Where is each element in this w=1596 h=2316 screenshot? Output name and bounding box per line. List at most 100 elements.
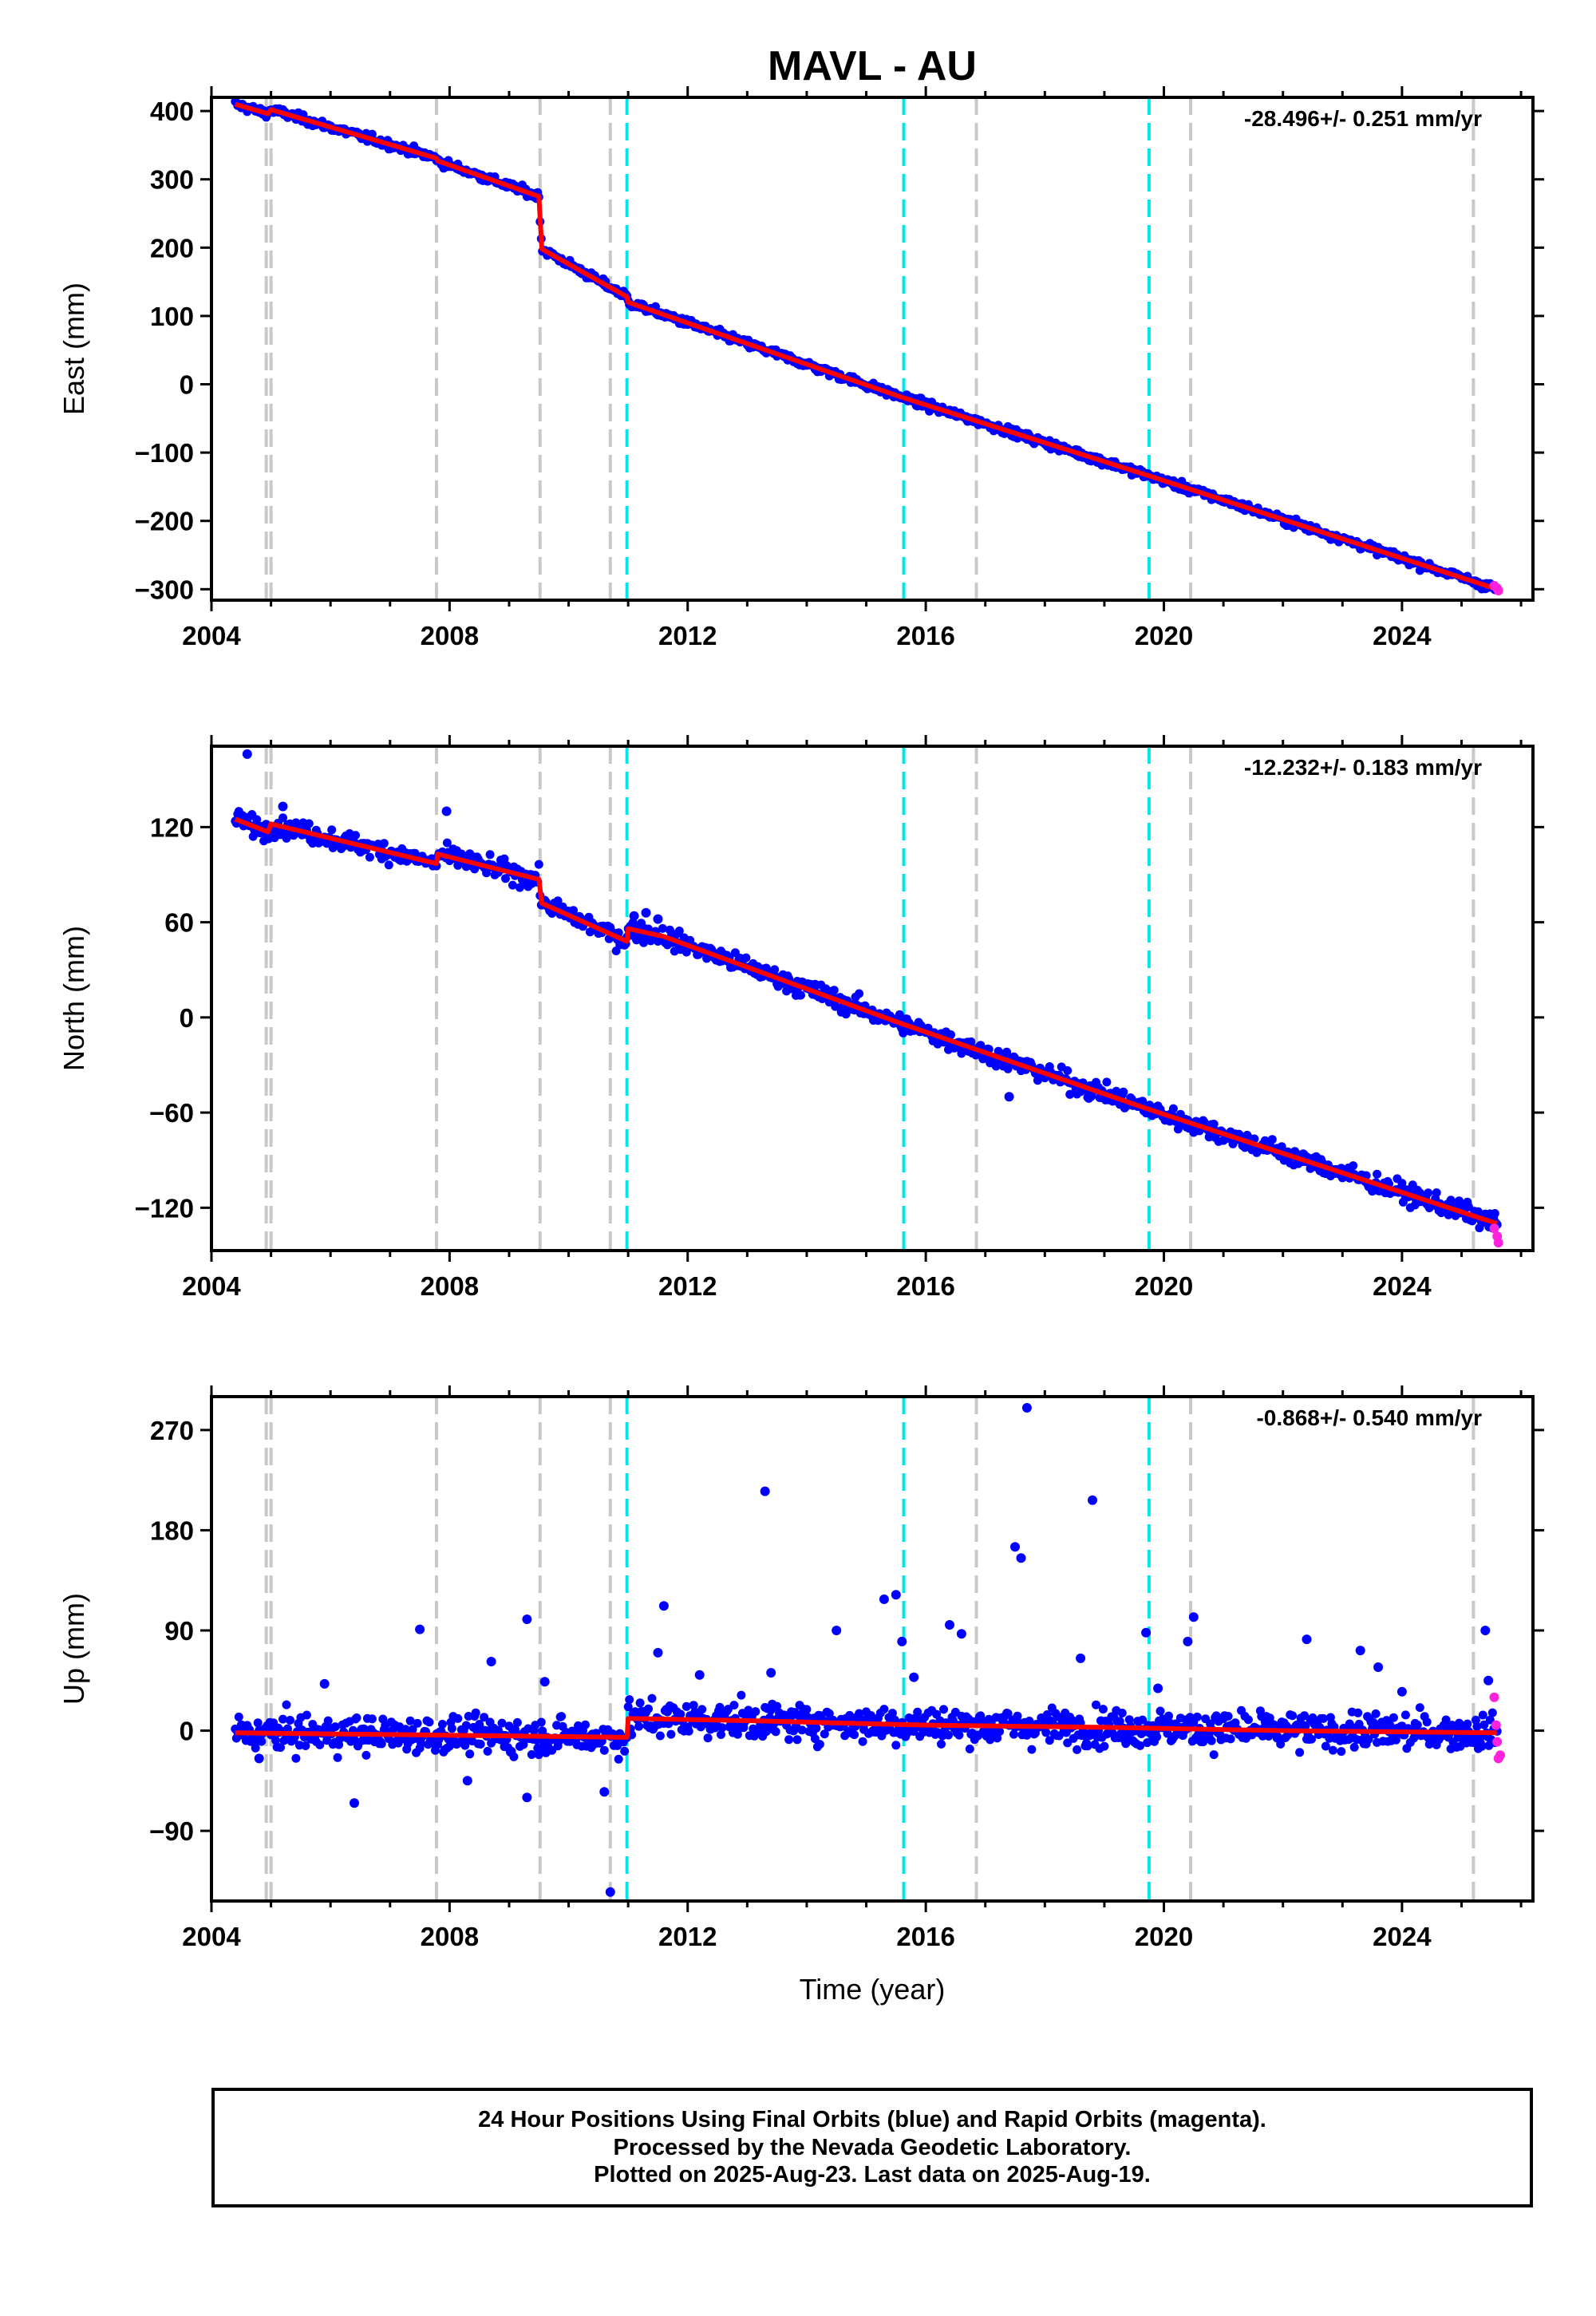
- final-orbit-point: [1349, 1742, 1359, 1752]
- outlier-point: [462, 1776, 472, 1786]
- final-orbit-point: [367, 1714, 377, 1724]
- final-orbit-point: [614, 1754, 623, 1764]
- x-tick-label: 2012: [658, 1922, 717, 1951]
- y-tick-label: 0: [180, 370, 194, 400]
- footer-box: 24 Hour Positions Using Final Orbits (bl…: [211, 2088, 1533, 2207]
- x-tick-label: 2004: [182, 1271, 241, 1301]
- final-orbit-point: [913, 1707, 922, 1717]
- final-orbit-point: [1485, 1715, 1495, 1725]
- y-axis-label: East (mm): [57, 283, 90, 415]
- footer-line-2: Processed by the Nevada Geodetic Laborat…: [613, 2134, 1132, 2160]
- final-orbit-point: [351, 831, 360, 840]
- final-orbit-point: [635, 1698, 645, 1708]
- final-orbit-point: [1385, 1721, 1395, 1730]
- final-orbit-point: [1267, 1135, 1277, 1144]
- final-orbit-point: [946, 1030, 955, 1039]
- final-orbit-point: [666, 1729, 676, 1739]
- final-orbit-point: [1364, 1734, 1373, 1744]
- final-orbit-point: [581, 1720, 590, 1729]
- final-orbit-point: [497, 1718, 507, 1728]
- final-orbit-point: [855, 989, 864, 998]
- plot-frame: [210, 745, 1535, 1252]
- outlier-point: [1188, 1612, 1199, 1622]
- x-tick-label: 2008: [421, 621, 479, 650]
- outlier-point: [658, 1601, 669, 1611]
- outlier-point: [832, 1626, 842, 1635]
- final-orbit-point: [536, 1717, 546, 1727]
- final-orbit-point: [417, 1739, 426, 1748]
- rapid-orbit-points: [1489, 1692, 1505, 1764]
- final-orbit-point: [257, 1737, 267, 1746]
- final-orbit-point: [1307, 1734, 1316, 1744]
- final-orbit-point: [252, 815, 262, 824]
- final-orbit-point: [1301, 1721, 1310, 1731]
- final-orbit-point: [330, 1722, 340, 1732]
- x-tick-label: 2024: [1373, 621, 1432, 650]
- final-orbit-point: [620, 1746, 630, 1756]
- final-orbit-point: [304, 819, 314, 828]
- final-orbit-point: [703, 1733, 713, 1743]
- final-orbit-point: [1321, 1741, 1330, 1751]
- outlier-point: [760, 1486, 770, 1496]
- outlier-point: [254, 1753, 264, 1764]
- final-orbit-point: [251, 1743, 260, 1753]
- final-orbit-point: [1318, 1713, 1328, 1723]
- outlier-point: [1183, 1636, 1193, 1646]
- model-fit-line: [235, 1716, 1498, 1740]
- final-orbit-point: [453, 1713, 463, 1723]
- final-orbit-point: [771, 1727, 780, 1737]
- final-orbit-point: [796, 990, 805, 1000]
- x-tick-label: 2024: [1373, 1922, 1432, 1951]
- velocity-rate-label: -12.232+/- 0.183 mm/yr: [1244, 755, 1482, 780]
- final-orbit-point: [939, 1705, 948, 1714]
- final-orbit-point: [286, 1716, 294, 1725]
- rapid-orbit-point: [1493, 586, 1503, 595]
- outlier-point: [1141, 1627, 1152, 1638]
- final-orbit-point: [1013, 1711, 1022, 1721]
- y-tick-label: −200: [135, 507, 194, 536]
- final-orbit-point: [966, 1037, 976, 1046]
- outlier-point: [766, 1668, 776, 1678]
- final-orbit-point: [1083, 1741, 1092, 1751]
- final-orbit-point: [717, 1730, 725, 1739]
- final-orbit-point: [1009, 1729, 1018, 1739]
- footer-line-1: 24 Hour Positions Using Final Orbits (bl…: [478, 2106, 1266, 2132]
- panel-up: 270 180 90 0 −90 2004 2008 2012 2016 2020 2024 Up (…: [57, 1385, 1544, 1951]
- final-orbit-point: [634, 1721, 644, 1731]
- final-orbit-point: [1136, 1741, 1145, 1750]
- final-orbit-point: [315, 1740, 325, 1749]
- event-lines: [264, 746, 1476, 1251]
- rapid-orbit-point: [1492, 1737, 1503, 1747]
- final-orbit-point: [1400, 1710, 1410, 1720]
- final-orbit-point: [425, 1717, 434, 1727]
- x-tick-label: 2004: [182, 1922, 241, 1951]
- final-orbit-point: [279, 1714, 287, 1724]
- final-orbit-point: [831, 1002, 840, 1011]
- final-orbit-point: [279, 813, 287, 823]
- final-orbit-point: [1027, 1745, 1037, 1754]
- velocity-rate-label: -28.496+/- 0.251 mm/yr: [1244, 106, 1482, 131]
- outlier-point: [1480, 1626, 1491, 1635]
- final-orbit-point: [1477, 1741, 1487, 1751]
- final-orbit-point: [1373, 1169, 1382, 1179]
- outlier-point: [1373, 1662, 1384, 1672]
- model-fit-line: [234, 816, 1499, 1227]
- y-tick-label: 90: [164, 1616, 194, 1646]
- final-orbit-point: [737, 1690, 746, 1700]
- final-orbit-point: [553, 896, 563, 906]
- final-orbit-point: [1124, 1715, 1134, 1725]
- final-orbit-point: [792, 1735, 802, 1745]
- final-orbit-point: [1121, 1739, 1131, 1749]
- final-orbit-point: [1472, 1721, 1482, 1731]
- final-orbit-point: [282, 1700, 291, 1709]
- x-tick-label: 2008: [421, 1922, 479, 1951]
- outlier-point: [319, 1678, 330, 1689]
- final-orbit-point: [1478, 1710, 1487, 1720]
- y-axis-label: North (mm): [57, 926, 90, 1071]
- final-orbit-point: [1025, 1717, 1034, 1725]
- final-orbit-point: [1156, 1706, 1165, 1716]
- outlier-point: [1396, 1686, 1407, 1697]
- final-orbit-point: [599, 1745, 609, 1755]
- final-orbit-point: [1092, 1700, 1100, 1709]
- final-orbit-point: [944, 1730, 953, 1740]
